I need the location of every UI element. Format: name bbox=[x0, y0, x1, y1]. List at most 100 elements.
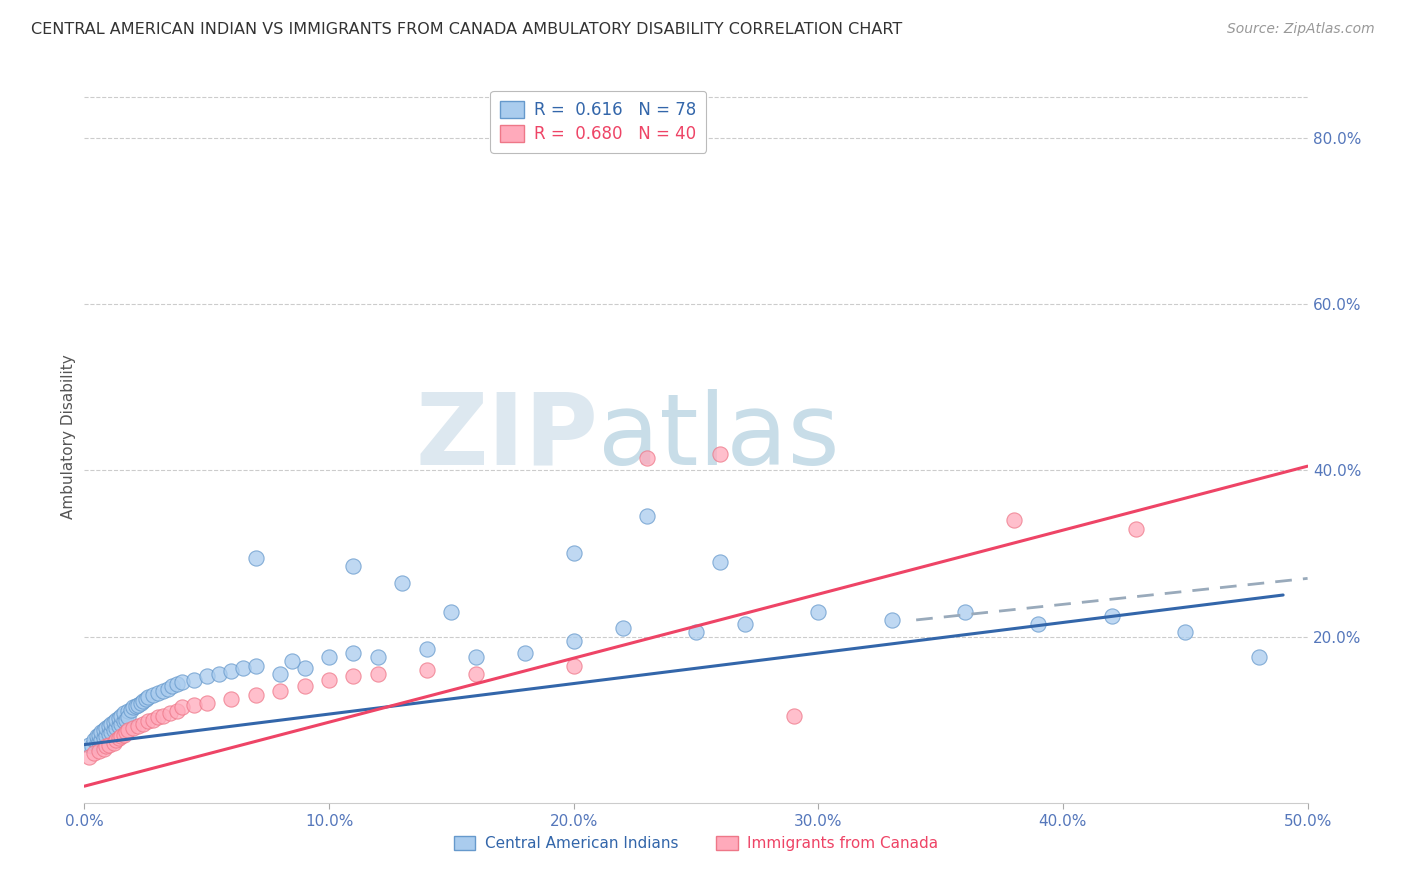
Point bbox=[166, 677, 188, 691]
Point bbox=[127, 698, 149, 712]
Point bbox=[136, 690, 159, 705]
Point bbox=[219, 665, 242, 679]
Point bbox=[129, 696, 152, 710]
Point bbox=[112, 706, 135, 720]
Point bbox=[77, 738, 100, 752]
Point bbox=[245, 550, 267, 565]
Point bbox=[636, 450, 658, 465]
Point bbox=[125, 698, 148, 713]
Point bbox=[709, 555, 731, 569]
Point bbox=[112, 714, 135, 729]
Point bbox=[103, 736, 125, 750]
Point bbox=[562, 546, 585, 560]
Point bbox=[562, 633, 585, 648]
Point bbox=[342, 558, 364, 573]
Point bbox=[127, 718, 149, 732]
Point bbox=[146, 710, 169, 724]
Point bbox=[100, 725, 122, 739]
Point bbox=[440, 605, 463, 619]
Point bbox=[1174, 625, 1197, 640]
Point bbox=[107, 711, 129, 725]
Point bbox=[685, 625, 707, 640]
Point bbox=[86, 729, 108, 743]
Point bbox=[105, 721, 128, 735]
Point bbox=[96, 739, 118, 754]
Point bbox=[90, 725, 112, 739]
Point bbox=[110, 716, 132, 731]
Point bbox=[93, 731, 115, 745]
Point bbox=[96, 729, 118, 743]
Point bbox=[152, 683, 174, 698]
Point bbox=[142, 713, 165, 727]
Point bbox=[318, 673, 340, 687]
Point bbox=[112, 728, 135, 742]
Text: atlas: atlas bbox=[598, 389, 839, 485]
Point bbox=[807, 605, 830, 619]
Text: ZIP: ZIP bbox=[415, 389, 598, 485]
Point bbox=[105, 713, 128, 727]
Point bbox=[120, 703, 142, 717]
Point bbox=[122, 721, 145, 735]
Point bbox=[115, 713, 138, 727]
Point bbox=[110, 729, 132, 743]
Point bbox=[105, 733, 128, 747]
Text: Source: ZipAtlas.com: Source: ZipAtlas.com bbox=[1227, 22, 1375, 37]
Point bbox=[80, 739, 103, 754]
Point bbox=[391, 575, 413, 590]
Point bbox=[77, 750, 100, 764]
Legend: Central American Indians, Immigrants from Canada: Central American Indians, Immigrants fro… bbox=[449, 830, 943, 857]
Point bbox=[416, 663, 439, 677]
Point bbox=[562, 658, 585, 673]
Point bbox=[152, 708, 174, 723]
Point bbox=[115, 725, 138, 739]
Point bbox=[342, 646, 364, 660]
Point bbox=[636, 509, 658, 524]
Point bbox=[612, 621, 634, 635]
Point bbox=[86, 736, 108, 750]
Point bbox=[146, 686, 169, 700]
Point bbox=[117, 723, 139, 737]
Point bbox=[90, 733, 112, 747]
Point bbox=[953, 605, 976, 619]
Point bbox=[464, 650, 486, 665]
Point bbox=[1002, 513, 1025, 527]
Point bbox=[281, 655, 304, 669]
Point bbox=[156, 681, 179, 696]
Point bbox=[97, 727, 120, 741]
Point bbox=[342, 669, 364, 683]
Point bbox=[245, 688, 267, 702]
Point bbox=[110, 708, 132, 723]
Point bbox=[103, 715, 125, 730]
Point bbox=[142, 688, 165, 702]
Point bbox=[880, 613, 903, 627]
Y-axis label: Ambulatory Disability: Ambulatory Disability bbox=[60, 355, 76, 519]
Point bbox=[232, 661, 254, 675]
Point bbox=[219, 692, 242, 706]
Point bbox=[416, 642, 439, 657]
Point bbox=[294, 661, 316, 675]
Point bbox=[783, 708, 806, 723]
Point bbox=[100, 716, 122, 731]
Point bbox=[87, 735, 110, 749]
Point bbox=[195, 669, 218, 683]
Point bbox=[83, 746, 105, 760]
Point bbox=[159, 706, 181, 720]
Point bbox=[269, 683, 291, 698]
Point bbox=[1247, 650, 1270, 665]
Point bbox=[93, 741, 115, 756]
Point bbox=[195, 696, 218, 710]
Point bbox=[136, 714, 159, 729]
Point bbox=[183, 698, 205, 712]
Point bbox=[107, 731, 129, 745]
Point bbox=[709, 447, 731, 461]
Point bbox=[117, 705, 139, 719]
Point bbox=[367, 667, 389, 681]
Point bbox=[513, 646, 536, 660]
Text: CENTRAL AMERICAN INDIAN VS IMMIGRANTS FROM CANADA AMBULATORY DISABILITY CORRELAT: CENTRAL AMERICAN INDIAN VS IMMIGRANTS FR… bbox=[31, 22, 903, 37]
Point bbox=[162, 680, 184, 694]
Point bbox=[97, 718, 120, 732]
Point bbox=[135, 692, 157, 706]
Point bbox=[245, 658, 267, 673]
Point bbox=[166, 705, 188, 719]
Point bbox=[122, 700, 145, 714]
